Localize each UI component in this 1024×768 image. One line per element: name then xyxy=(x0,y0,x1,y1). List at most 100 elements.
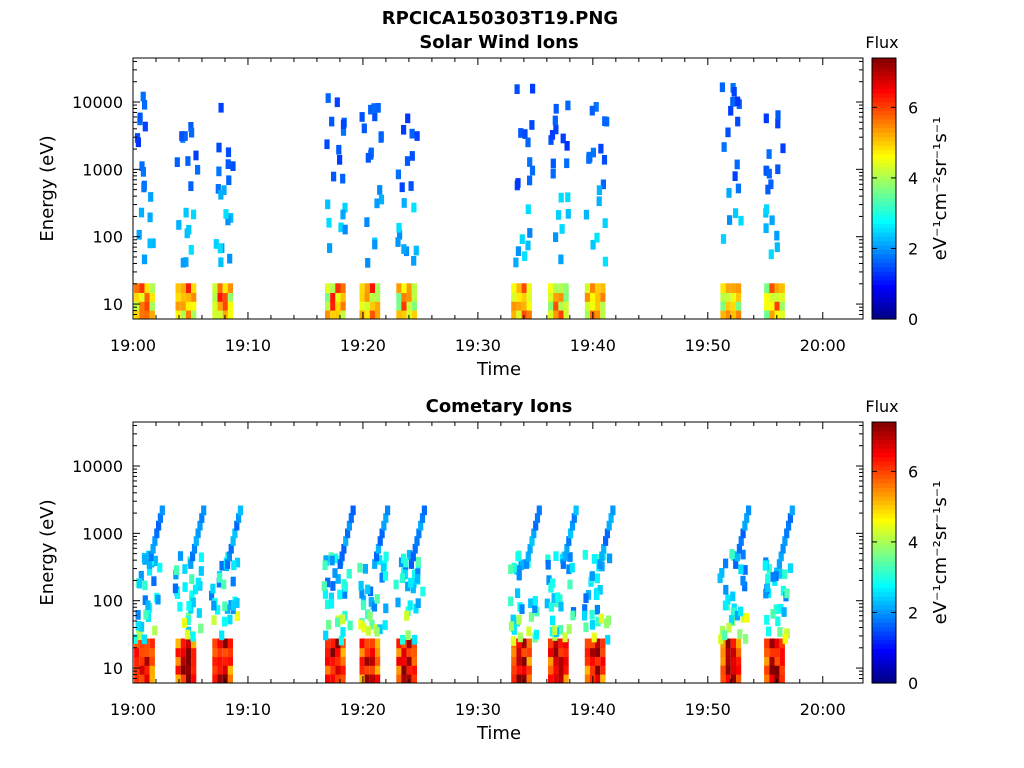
flux-cell xyxy=(419,513,426,523)
flux-cell xyxy=(222,664,228,675)
flux-cell xyxy=(558,300,564,311)
colorbar-step xyxy=(872,587,896,593)
flux-cell xyxy=(174,589,180,599)
flux-cell xyxy=(144,292,150,302)
flux-cell xyxy=(569,562,575,573)
colorbar-step xyxy=(872,166,896,172)
flux-cell xyxy=(369,292,375,302)
flux-cell xyxy=(736,292,742,302)
flux-cell xyxy=(406,647,412,657)
colorbar-step xyxy=(872,171,896,177)
flux-cell xyxy=(335,574,341,584)
figure-title: RPCICA150303T19.PNG xyxy=(382,8,618,29)
flux-cell xyxy=(573,505,579,516)
flux-cell xyxy=(326,217,332,228)
flux-cell xyxy=(516,664,522,675)
flux-cell xyxy=(227,283,233,293)
colorbar-step xyxy=(872,648,896,654)
flux-cell xyxy=(372,559,378,569)
flux-cell xyxy=(340,673,346,684)
colorbar-tick-label: 0 xyxy=(908,674,918,693)
flux-cell xyxy=(776,559,782,569)
colorbar-frame xyxy=(871,57,897,320)
flux-cell xyxy=(595,647,601,657)
colorbar-step xyxy=(872,500,896,506)
flux-cell xyxy=(415,598,421,608)
flux-cell xyxy=(143,609,149,620)
flux-cell xyxy=(570,610,576,621)
x-tick-label: 19:00 xyxy=(110,336,156,355)
flux-cell xyxy=(399,573,406,584)
flux-cell xyxy=(218,189,224,200)
flux-cell xyxy=(225,159,231,169)
flux-cell xyxy=(236,513,242,523)
flux-cell xyxy=(324,599,331,610)
flux-cell xyxy=(396,673,402,684)
flux-cell xyxy=(228,543,234,554)
flux-cell xyxy=(546,575,552,585)
flux-cell xyxy=(736,638,742,649)
flux-cell xyxy=(401,244,407,254)
flux-cell xyxy=(191,300,197,311)
flux-cell xyxy=(515,588,521,598)
flux-cell xyxy=(779,292,785,302)
flux-cell xyxy=(600,292,606,302)
flux-cell xyxy=(769,664,775,675)
flux-cell xyxy=(730,664,736,675)
flux-cell xyxy=(157,562,163,573)
flux-cell xyxy=(338,635,344,646)
colorbar-step xyxy=(872,271,896,277)
flux-cell xyxy=(529,165,536,176)
colorbar-step xyxy=(872,582,896,588)
colorbar-step xyxy=(872,245,896,250)
flux-cell xyxy=(364,309,370,320)
flux-cell xyxy=(340,309,346,320)
flux-cell xyxy=(154,528,160,539)
flux-cell xyxy=(595,300,601,311)
flux-cell xyxy=(401,198,407,208)
flux-cell xyxy=(725,292,731,302)
flux-cell xyxy=(212,656,218,666)
flux-cell xyxy=(566,536,572,546)
flux-cell xyxy=(358,580,364,591)
flux-cell xyxy=(217,664,223,675)
flux-cell xyxy=(718,634,724,645)
flux-cell xyxy=(553,638,559,649)
flux-cell xyxy=(230,600,236,611)
flux-cell xyxy=(226,175,232,186)
flux-cell xyxy=(401,647,407,657)
flux-cell xyxy=(189,127,195,138)
flux-cell xyxy=(590,300,596,311)
flux-cell xyxy=(227,292,233,302)
flux-cell xyxy=(232,528,238,539)
flux-cell xyxy=(364,647,370,657)
flux-cell xyxy=(779,638,785,649)
flux-cell xyxy=(195,164,201,175)
flux-cell xyxy=(600,638,606,649)
flux-cell xyxy=(227,647,233,657)
flux-cell xyxy=(369,300,375,311)
flux-cell xyxy=(234,557,241,568)
flux-cell xyxy=(230,576,236,587)
flux-cell xyxy=(321,581,327,591)
flux-cell xyxy=(149,638,155,649)
flux-cell xyxy=(551,593,557,603)
colorbar-step xyxy=(872,114,896,120)
flux-cell xyxy=(526,300,532,311)
flux-cell xyxy=(595,292,601,302)
flux-cell xyxy=(768,249,774,260)
flux-cell xyxy=(591,554,597,564)
flux-cell xyxy=(328,592,334,603)
flux-cell xyxy=(526,664,532,675)
flux-cell xyxy=(558,656,564,666)
flux-cell xyxy=(402,569,408,580)
flux-cell xyxy=(527,543,533,554)
flux-cell xyxy=(742,520,748,531)
flux-cell xyxy=(406,300,412,311)
flux-cell xyxy=(191,638,197,649)
colorbar-step xyxy=(872,58,896,63)
flux-cell xyxy=(603,618,610,629)
flux-cell xyxy=(139,283,145,293)
flux-cell xyxy=(403,557,409,568)
colorbar-step xyxy=(872,578,896,584)
